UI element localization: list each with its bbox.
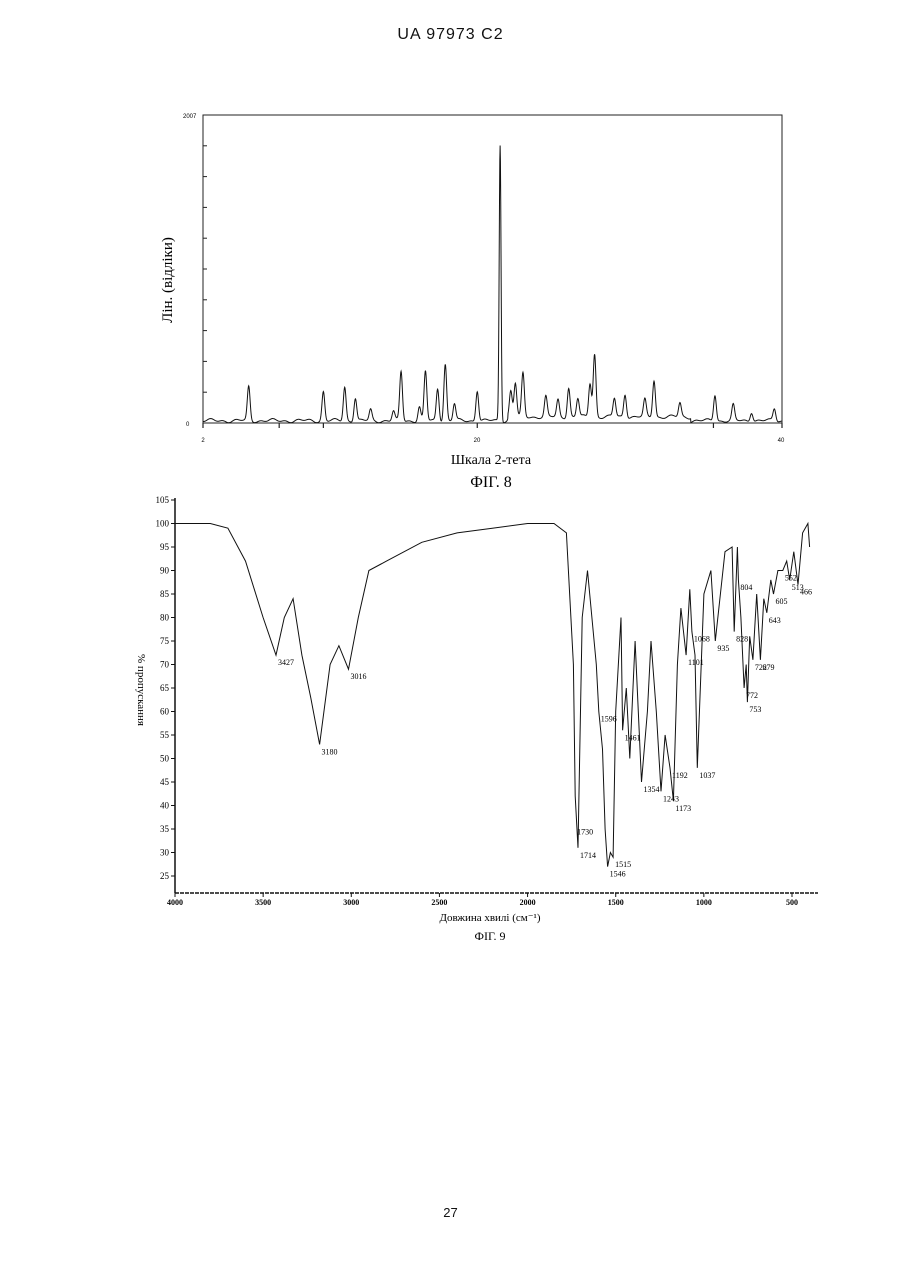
ir-peak-label: 828 <box>736 635 748 644</box>
ir-y-tick-label: 80 <box>160 613 170 623</box>
ir-chart: 25 30 35 40 45 50 55 60 65 70 75 80 85 90 95 100 105 400… <box>0 0 901 960</box>
ir-peak-label: 643 <box>769 616 781 625</box>
ir-peak-label: 1037 <box>699 771 715 780</box>
ir-y-tick-label: 85 <box>160 589 170 599</box>
ir-peak-label: 1596 <box>601 715 617 724</box>
ir-y-tick-label: 30 <box>160 848 170 858</box>
ir-peak-label: 679 <box>762 663 774 672</box>
page-number: 27 <box>0 1205 901 1220</box>
ir-peak-label: 753 <box>749 705 761 714</box>
ir-y-tick-label: 70 <box>160 660 170 670</box>
figure-9-caption: ФІГ. 9 <box>474 929 505 943</box>
ir-y-tick-label: 100 <box>156 519 170 529</box>
ir-y-tick-label: 45 <box>160 777 170 787</box>
ir-peak-label: 1173 <box>675 804 691 813</box>
ir-peak-label: 1730 <box>577 827 593 836</box>
ir-y-ticks: 25 30 35 40 45 50 55 60 65 70 75 80 85 90 95 100 105 <box>156 495 176 881</box>
ir-y-tick-label: 65 <box>160 683 170 693</box>
ir-x-ticks: 4000 3500 3000 2500 2000 1500 1000 500 <box>167 893 798 907</box>
ir-x-tick-label: 1000 <box>696 898 712 907</box>
ir-y-tick-label: 40 <box>160 801 170 811</box>
ir-x-tick-label: 3500 <box>255 898 271 907</box>
ir-peak-label: 1192 <box>672 771 688 780</box>
ir-y-tick-label: 55 <box>160 730 170 740</box>
ir-y-tick-label: 35 <box>160 824 170 834</box>
ir-peak-label: 804 <box>740 583 752 592</box>
ir-x-tick-label: 1500 <box>608 898 624 907</box>
ir-peak-label: 1546 <box>610 870 626 879</box>
ir-y-tick-label: 50 <box>160 754 170 764</box>
ir-peak-label: 1461 <box>625 733 641 742</box>
ir-peak-label: 3180 <box>322 747 338 756</box>
ir-y-tick-label: 60 <box>160 707 170 717</box>
ir-y-tick-label: 95 <box>160 542 170 552</box>
ir-peak-label: 1101 <box>688 658 704 667</box>
ir-spectrum-line <box>175 524 810 867</box>
ir-x-tick-label: 3000 <box>343 898 359 907</box>
ir-peak-label: 1515 <box>615 860 631 869</box>
ir-peak-label: 1354 <box>643 785 659 794</box>
ir-peak-label: 3427 <box>278 658 294 667</box>
ir-peak-label: 605 <box>775 597 787 606</box>
ir-x-axis-label: Довжина хвилі (см⁻¹) <box>439 912 540 924</box>
ir-peak-label: 772 <box>746 691 758 700</box>
ir-peak-label: 552 <box>785 574 797 583</box>
ir-y-tick-label: 90 <box>160 566 170 576</box>
ir-x-tick-label: 4000 <box>167 898 183 907</box>
ir-y-tick-label: 75 <box>160 636 170 646</box>
ir-y-tick-label: 25 <box>160 871 170 881</box>
ir-peak-label: 1068 <box>694 635 710 644</box>
ir-x-tick-label: 2500 <box>431 898 447 907</box>
ir-y-axis-label: % пропускання <box>135 654 147 726</box>
ir-x-tick-label: 500 <box>786 898 798 907</box>
ir-y-tick-label: 105 <box>156 495 170 505</box>
ir-peak-label: 1714 <box>580 851 596 860</box>
ir-peak-label: 1243 <box>663 794 679 803</box>
ir-peak-label: 3016 <box>350 672 366 681</box>
ir-peak-label: 935 <box>717 644 729 653</box>
ir-x-tick-label: 2000 <box>520 898 536 907</box>
ir-peak-label: 466 <box>800 588 812 597</box>
